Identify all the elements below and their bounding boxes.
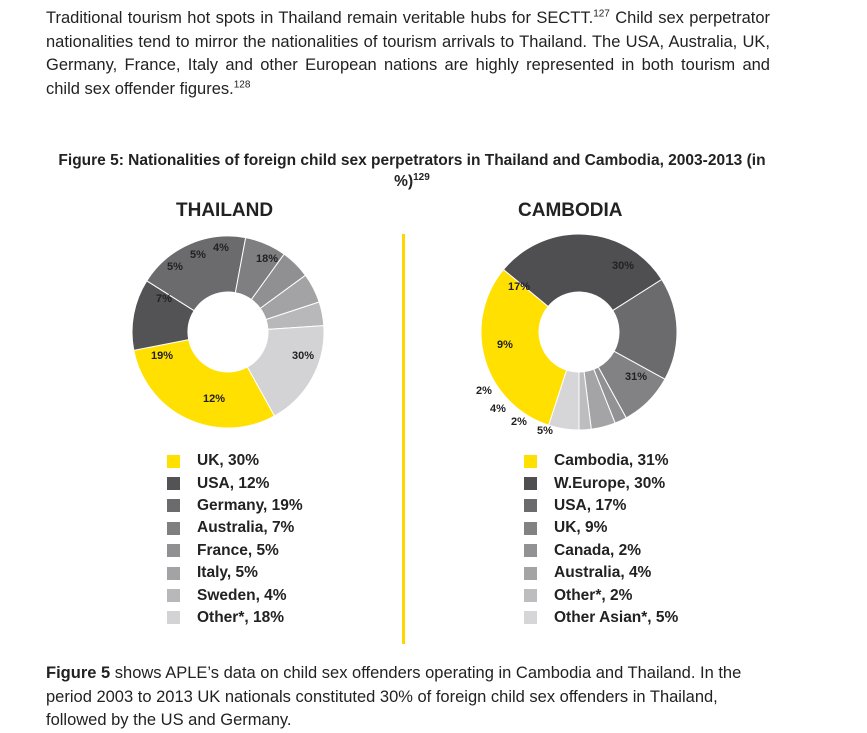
slice-other-asian — [548, 369, 580, 431]
chart-divider — [402, 234, 405, 644]
legend-label: Sweden, 4% — [197, 586, 287, 604]
legend-label: Germany, 19% — [197, 496, 303, 514]
legend-swatch — [524, 454, 537, 468]
data-label: 18% — [256, 253, 278, 265]
legend-swatch — [524, 566, 537, 580]
intro-text-continued: Child sex perpetrator nationalities tend… — [46, 9, 770, 98]
legend-item: Italy, 5% — [167, 562, 303, 584]
slice-germany — [146, 235, 247, 312]
legend-swatch — [167, 454, 180, 468]
data-label: 4% — [490, 403, 506, 415]
legend-label: Australia, 4% — [554, 564, 652, 582]
data-label: 2% — [476, 385, 492, 397]
cambodia-donut-chart: 31% 30% 17% 9% 2% 4% 2% 5% — [476, 233, 678, 437]
legend-label: USA, 17% — [554, 496, 627, 514]
legend-item: Cambodia, 31% — [524, 450, 678, 472]
legend-label: Other*, 18% — [197, 608, 285, 626]
legend-item: France, 5% — [167, 540, 303, 562]
data-label: 31% — [625, 371, 647, 383]
data-label: 12% — [203, 393, 225, 405]
data-label: 17% — [508, 281, 530, 293]
legend-item: Other*, 2% — [524, 584, 678, 606]
intro-text: Traditional tourism hot spots in Thailan… — [46, 9, 594, 27]
thailand-chart-title: THAILAND — [176, 200, 274, 221]
data-label: 5% — [190, 249, 206, 261]
legend-label: Australia, 7% — [197, 519, 295, 537]
data-label: 19% — [151, 350, 173, 362]
data-label: 30% — [612, 260, 634, 272]
legend-label: France, 5% — [197, 541, 279, 559]
thailand-legend: UK, 30% USA, 12% Germany, 19% Australia, 7%… — [167, 450, 303, 629]
legend-item: Germany, 19% — [167, 495, 303, 517]
figure-title-text: Figure 5: Nationalities of foreign child… — [58, 152, 766, 190]
legend-swatch — [524, 589, 537, 603]
summary-text: shows APLE’s data on child sex offenders… — [46, 664, 742, 729]
legend-swatch — [167, 521, 180, 535]
figure-title: Figure 5: Nationalities of foreign child… — [50, 150, 774, 192]
legend-swatch — [524, 499, 537, 513]
data-label: 30% — [292, 350, 314, 362]
data-label: 5% — [537, 425, 553, 437]
legend-swatch — [167, 477, 180, 491]
legend-item: W.Europe, 30% — [524, 472, 678, 494]
footnote-ref-127[interactable]: 127 — [593, 8, 610, 20]
legend-label: Other Asian*, 5% — [554, 608, 679, 626]
legend-swatch — [524, 611, 537, 625]
footnote-ref-128[interactable]: 128 — [233, 79, 251, 90]
legend-item: Canada, 2% — [524, 540, 678, 562]
legend-item: USA, 12% — [167, 472, 303, 494]
legend-label: Italy, 5% — [197, 564, 258, 582]
data-label: 4% — [213, 242, 229, 254]
thailand-donut-chart: 30% 12% 19% 7% 5% 5% 4% 18% — [131, 235, 325, 429]
legend-label: UK, 30% — [197, 452, 260, 470]
legend-swatch — [167, 544, 180, 558]
legend-swatch — [167, 611, 180, 625]
intro-paragraph: Traditional tourism hot spots in Thailan… — [46, 7, 770, 101]
slice-w-europe — [502, 233, 663, 312]
legend-swatch — [524, 477, 537, 491]
summary-figure-ref: Figure 5 — [46, 664, 111, 682]
legend-label: Canada, 2% — [554, 541, 642, 559]
legend-swatch — [167, 589, 180, 603]
legend-swatch — [524, 544, 537, 558]
legend-item: Sweden, 4% — [167, 584, 303, 606]
legend-swatch — [167, 499, 180, 513]
slice-cambodia — [480, 268, 568, 426]
data-label: 9% — [497, 339, 513, 351]
legend-label: W.Europe, 30% — [554, 474, 666, 492]
slice-uk — [133, 339, 276, 429]
legend-label: USA, 12% — [197, 474, 270, 492]
legend-item: Other*, 18% — [167, 607, 303, 629]
slice-other — [246, 325, 325, 417]
legend-swatch — [524, 521, 537, 535]
data-label: 5% — [167, 261, 183, 273]
footnote-ref-129[interactable]: 129 — [413, 171, 430, 183]
legend-item: Australia, 4% — [524, 562, 678, 584]
legend-item: USA, 17% — [524, 495, 678, 517]
legend-label: Cambodia, 31% — [554, 452, 669, 470]
data-label: 7% — [156, 293, 172, 305]
legend-item: Australia, 7% — [167, 517, 303, 539]
cambodia-chart-title: CAMBODIA — [518, 200, 623, 221]
legend-label: UK, 9% — [554, 519, 608, 537]
legend-swatch — [167, 566, 180, 580]
data-label: 2% — [511, 416, 527, 428]
legend-label: Other*, 2% — [554, 586, 633, 604]
legend-item: UK, 9% — [524, 517, 678, 539]
legend-item: UK, 30% — [167, 450, 303, 472]
legend-item: Other Asian*, 5% — [524, 607, 678, 629]
cambodia-legend: Cambodia, 31% W.Europe, 30% USA, 17% UK, 9%… — [524, 450, 678, 629]
